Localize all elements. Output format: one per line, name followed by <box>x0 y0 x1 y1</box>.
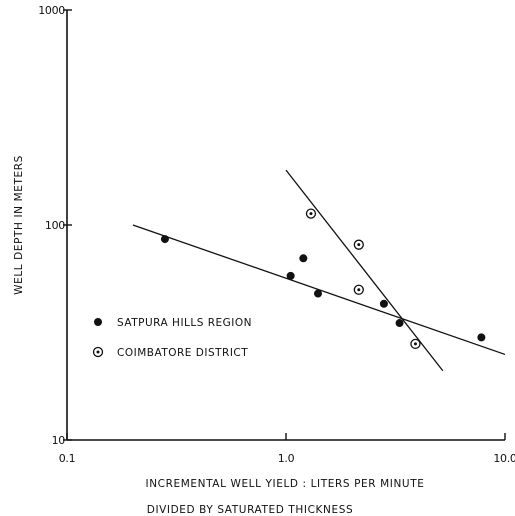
point-satpura <box>299 254 308 263</box>
trend-line-coimbatore <box>285 169 444 372</box>
x-tick-label: 10.0 <box>493 452 515 465</box>
legend-label-coimbatore: COIMBATORE DISTRICT <box>117 347 248 359</box>
point-coimbatore <box>353 239 364 250</box>
point-coimbatore-dot <box>413 342 417 346</box>
point-satpura <box>395 319 404 328</box>
x-tick-label: 0.1 <box>59 452 76 465</box>
point-coimbatore <box>410 338 421 350</box>
legend-label-satpura: SATPURA HILLS REGION <box>117 317 252 329</box>
point-satpura <box>286 271 295 280</box>
point-coimbatore <box>305 208 317 219</box>
axes <box>66 10 505 441</box>
legend: SATPURA HILLS REGION COIMBATORE DISTRICT <box>92 317 252 359</box>
point-coimbatore-dot <box>309 212 313 216</box>
x-axis-ticks: 0.1 1.0 10.0 <box>59 433 515 465</box>
y-tick-label: 10 <box>52 434 66 447</box>
legend-marker-coimbatore-inner <box>96 350 100 354</box>
point-satpura <box>160 235 169 244</box>
y-axis-ticks: 10 100 1000 <box>38 4 72 447</box>
y-tick-label: 100 <box>45 219 65 232</box>
x-axis-title-line2: DIVIDED BY SATURATED THICKNESS <box>147 504 353 516</box>
point-satpura <box>379 299 388 308</box>
point-coimbatore <box>353 284 364 295</box>
y-axis-title: WELL DEPTH IN METERS <box>13 155 25 295</box>
x-axis-title-line1: INCREMENTAL WELL YIELD : LITERS PER MINU… <box>146 478 425 490</box>
data-points <box>160 208 486 350</box>
point-satpura <box>314 289 323 298</box>
trend-lines <box>132 169 506 372</box>
point-satpura <box>477 333 486 342</box>
y-tick-label: 1000 <box>38 4 65 17</box>
point-coimbatore-dot <box>357 288 361 292</box>
legend-marker-satpura <box>94 318 102 326</box>
x-tick-label: 1.0 <box>278 452 295 465</box>
point-coimbatore-dot <box>357 243 361 247</box>
